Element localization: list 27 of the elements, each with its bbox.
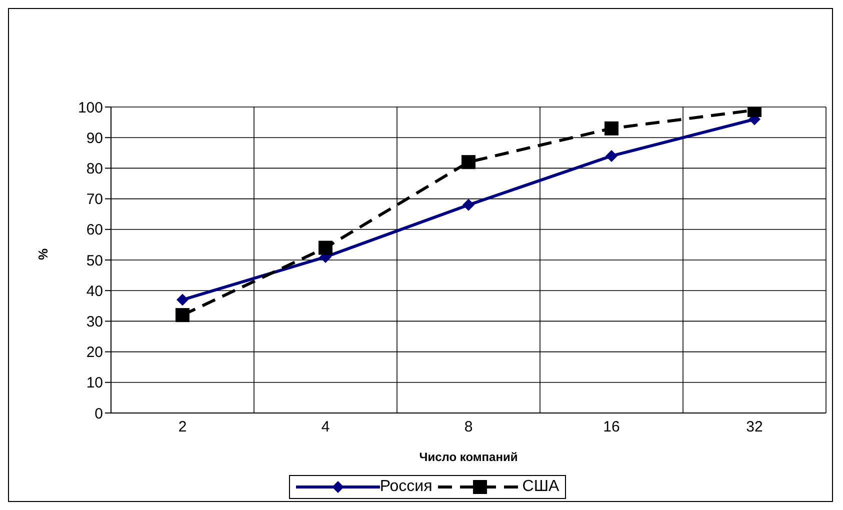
- y-tick-label: 0: [94, 405, 103, 422]
- legend-label: США: [522, 478, 560, 496]
- point: [318, 240, 332, 255]
- y-tick-label: 60: [86, 222, 103, 239]
- point: [176, 294, 188, 306]
- x-tick-label: 4: [321, 418, 330, 436]
- y-tick-label: 40: [86, 282, 103, 300]
- legend-label: Россия: [380, 478, 432, 496]
- x-tick-label: 2: [178, 418, 187, 436]
- y-tick-label: 10: [86, 374, 103, 392]
- point: [604, 121, 618, 136]
- y-tick-label: 50: [86, 252, 103, 270]
- x-tick-label: 8: [464, 418, 473, 436]
- point: [176, 308, 190, 322]
- point: [462, 155, 476, 170]
- y-tick-label: 100: [78, 99, 103, 116]
- y-tick-label: 80: [86, 160, 103, 178]
- y-tick-label: 30: [86, 314, 103, 331]
- x-tick-label: 16: [603, 418, 620, 436]
- y-tick-label: 70: [86, 191, 103, 208]
- y-tick-label: 20: [86, 344, 103, 362]
- point: [606, 150, 618, 162]
- x-axis-title: Число компаний: [419, 450, 518, 464]
- y-tick-label: 90: [86, 130, 103, 147]
- point: [462, 198, 474, 211]
- y-axis-title: %: [36, 248, 51, 260]
- x-tick-label: 32: [746, 418, 763, 436]
